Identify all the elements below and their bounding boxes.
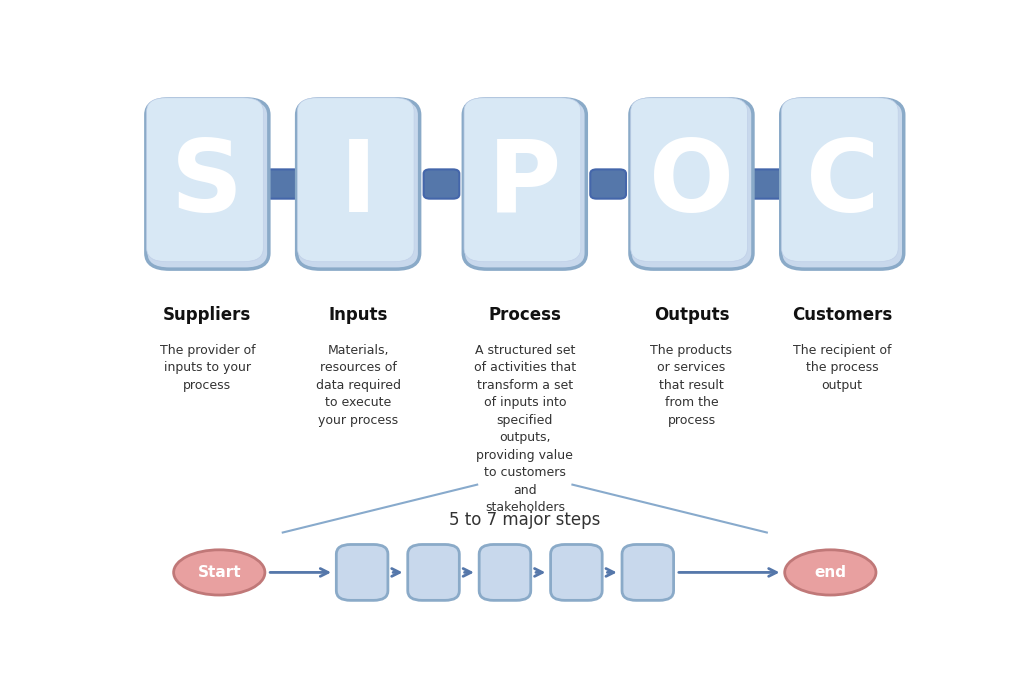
Text: The provider of
inputs to your
process: The provider of inputs to your process bbox=[160, 343, 255, 392]
FancyBboxPatch shape bbox=[463, 99, 587, 269]
FancyBboxPatch shape bbox=[336, 545, 388, 600]
Text: Process: Process bbox=[488, 306, 561, 324]
Text: Inputs: Inputs bbox=[329, 306, 388, 324]
Text: Start: Start bbox=[198, 565, 241, 580]
FancyBboxPatch shape bbox=[479, 545, 530, 600]
FancyBboxPatch shape bbox=[146, 98, 263, 262]
FancyBboxPatch shape bbox=[630, 99, 753, 269]
Text: Suppliers: Suppliers bbox=[163, 306, 252, 324]
Ellipse shape bbox=[174, 550, 265, 595]
Ellipse shape bbox=[784, 550, 876, 595]
Text: The products
or services
that result
from the
process: The products or services that result fro… bbox=[650, 343, 732, 426]
Text: P: P bbox=[488, 135, 561, 232]
FancyBboxPatch shape bbox=[781, 98, 898, 262]
Text: C: C bbox=[806, 135, 879, 232]
FancyBboxPatch shape bbox=[631, 98, 748, 262]
FancyBboxPatch shape bbox=[622, 545, 674, 600]
FancyBboxPatch shape bbox=[297, 98, 414, 262]
Text: end: end bbox=[814, 565, 846, 580]
Text: Customers: Customers bbox=[793, 306, 892, 324]
FancyBboxPatch shape bbox=[464, 98, 581, 262]
FancyBboxPatch shape bbox=[408, 545, 460, 600]
FancyBboxPatch shape bbox=[265, 169, 301, 198]
Text: Outputs: Outputs bbox=[653, 306, 729, 324]
FancyBboxPatch shape bbox=[145, 99, 269, 269]
Text: I: I bbox=[340, 135, 377, 232]
FancyBboxPatch shape bbox=[424, 169, 460, 198]
Text: S: S bbox=[171, 135, 244, 232]
FancyBboxPatch shape bbox=[780, 99, 904, 269]
Text: A structured set
of activities that
transform a set
of inputs into
specified
out: A structured set of activities that tran… bbox=[474, 343, 575, 514]
FancyBboxPatch shape bbox=[590, 169, 626, 198]
Text: 5 to 7 major steps: 5 to 7 major steps bbox=[450, 511, 600, 529]
FancyBboxPatch shape bbox=[551, 545, 602, 600]
Text: The recipient of
the process
output: The recipient of the process output bbox=[793, 343, 892, 392]
Text: Materials,
resources of
data required
to execute
your process: Materials, resources of data required to… bbox=[315, 343, 400, 426]
Text: O: O bbox=[649, 135, 734, 232]
FancyBboxPatch shape bbox=[297, 99, 420, 269]
FancyBboxPatch shape bbox=[749, 169, 784, 198]
